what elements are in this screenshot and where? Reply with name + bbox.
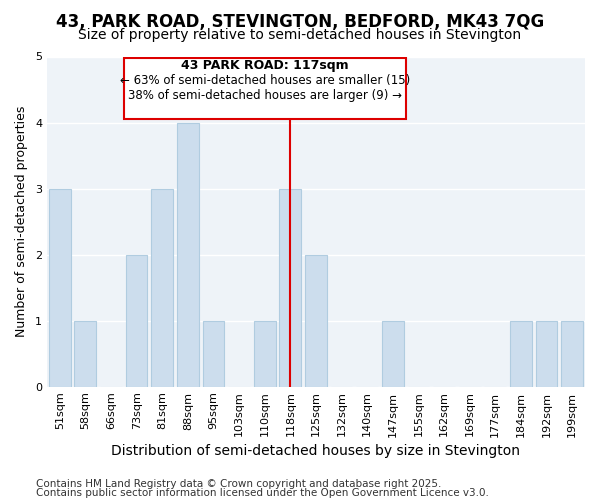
- Bar: [151, 188, 173, 386]
- Bar: [126, 254, 148, 386]
- FancyBboxPatch shape: [124, 58, 406, 119]
- Bar: [561, 320, 583, 386]
- Bar: [254, 320, 275, 386]
- Text: Contains public sector information licensed under the Open Government Licence v3: Contains public sector information licen…: [36, 488, 489, 498]
- Text: Size of property relative to semi-detached houses in Stevington: Size of property relative to semi-detach…: [79, 28, 521, 42]
- Text: Contains HM Land Registry data © Crown copyright and database right 2025.: Contains HM Land Registry data © Crown c…: [36, 479, 442, 489]
- Bar: [305, 254, 327, 386]
- Bar: [177, 122, 199, 386]
- X-axis label: Distribution of semi-detached houses by size in Stevington: Distribution of semi-detached houses by …: [112, 444, 520, 458]
- Bar: [74, 320, 96, 386]
- Bar: [203, 320, 224, 386]
- Bar: [49, 188, 71, 386]
- Bar: [510, 320, 532, 386]
- Bar: [280, 188, 301, 386]
- Bar: [536, 320, 557, 386]
- Bar: [382, 320, 404, 386]
- Text: 43, PARK ROAD, STEVINGTON, BEDFORD, MK43 7QG: 43, PARK ROAD, STEVINGTON, BEDFORD, MK43…: [56, 12, 544, 30]
- Text: ← 63% of semi-detached houses are smaller (15): ← 63% of semi-detached houses are smalle…: [119, 74, 410, 88]
- Y-axis label: Number of semi-detached properties: Number of semi-detached properties: [15, 106, 28, 338]
- Text: 38% of semi-detached houses are larger (9) →: 38% of semi-detached houses are larger (…: [128, 90, 402, 102]
- Text: 43 PARK ROAD: 117sqm: 43 PARK ROAD: 117sqm: [181, 59, 349, 72]
